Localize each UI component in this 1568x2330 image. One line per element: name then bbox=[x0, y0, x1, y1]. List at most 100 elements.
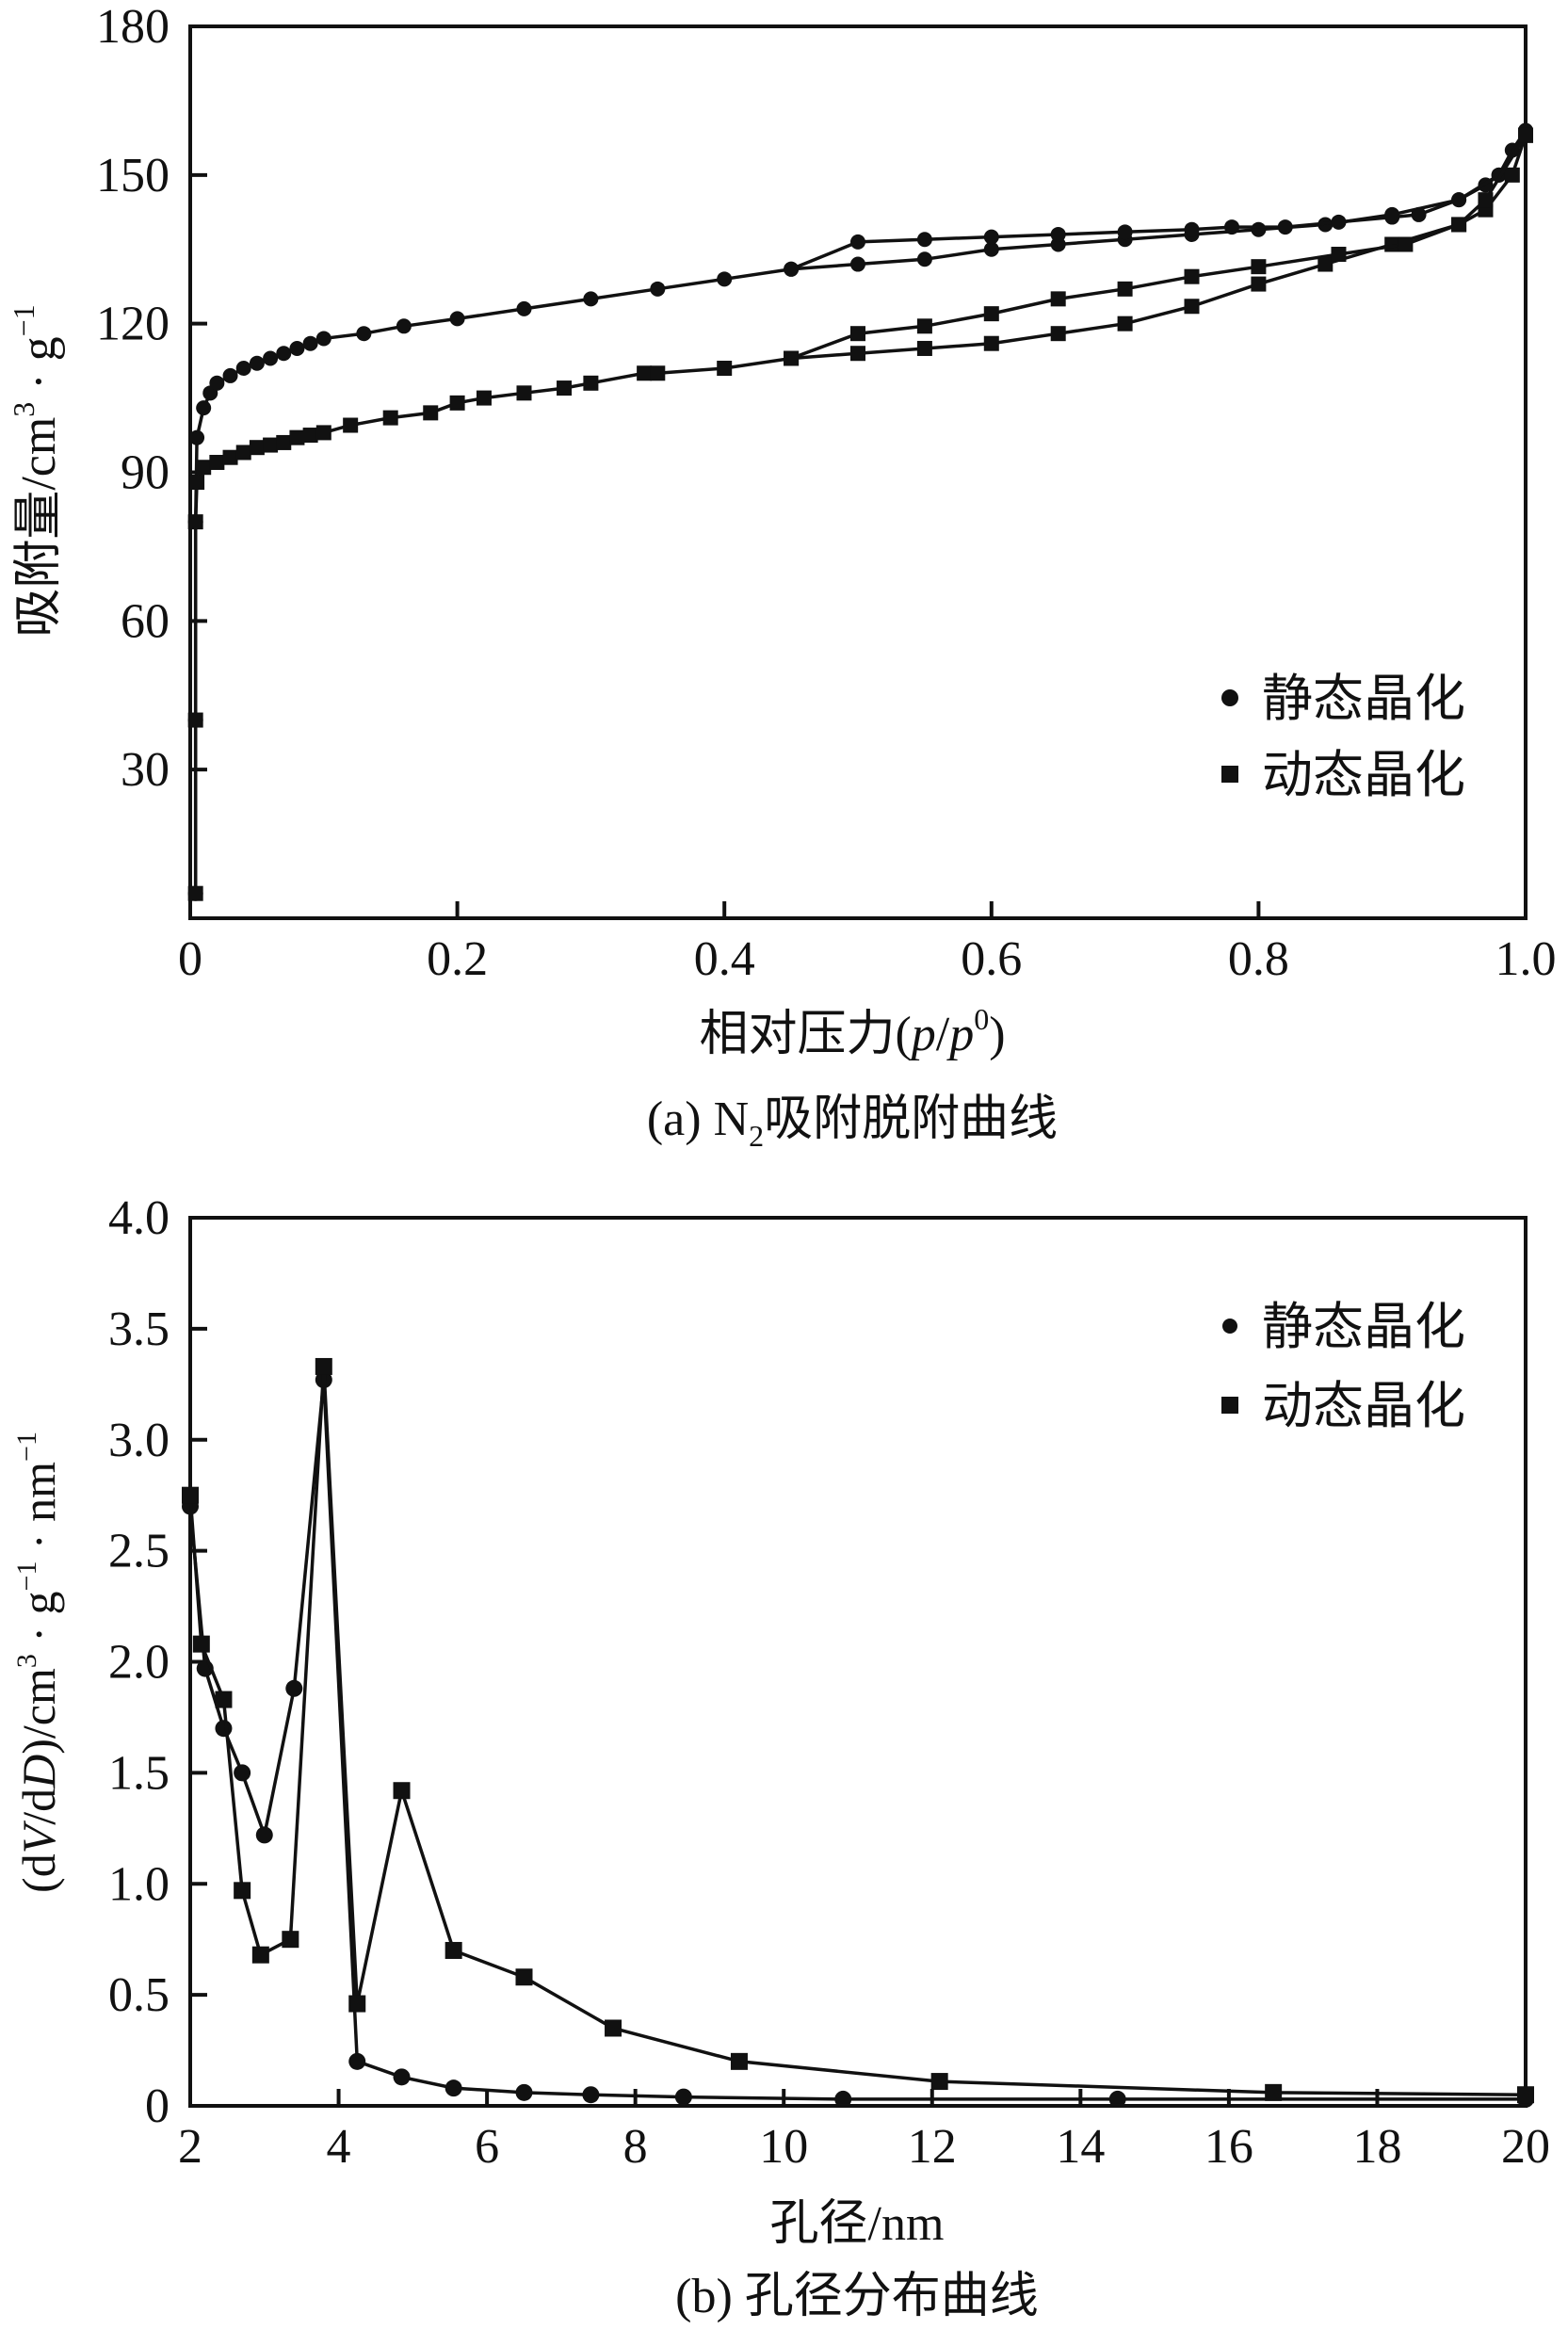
series-line-dynamic bbox=[188, 1366, 1527, 2096]
chart-b: 2 4 6 8 10 12 14 16 18 20 0 0.5 1.0 1.5 2.0 2.5 3.0 3.5 4.… bbox=[11, 1191, 1550, 2323]
data-point-static bbox=[983, 241, 999, 257]
x-tick-label: 16 bbox=[1204, 2120, 1253, 2174]
data-point-dynamic bbox=[382, 410, 398, 426]
data-point-dynamic bbox=[222, 449, 238, 465]
data-point-static bbox=[834, 2090, 852, 2108]
data-point-dynamic bbox=[249, 440, 265, 456]
data-point-dynamic bbox=[449, 395, 465, 411]
x-tick-label: 0 bbox=[178, 932, 202, 986]
data-point-dynamic bbox=[234, 1882, 251, 1900]
data-point-dynamic bbox=[1317, 256, 1334, 272]
y-tick-label: 180 bbox=[96, 0, 170, 54]
data-point-dynamic bbox=[1184, 268, 1200, 284]
data-point-dynamic bbox=[784, 350, 800, 366]
data-point-dynamic bbox=[557, 380, 573, 396]
series-b bbox=[182, 1357, 1534, 2108]
data-point-dynamic bbox=[583, 375, 599, 391]
data-point-static bbox=[263, 350, 279, 366]
data-point-dynamic bbox=[1050, 291, 1066, 307]
data-point-dynamic bbox=[1251, 276, 1267, 292]
series-line-dynamic bbox=[790, 134, 1528, 361]
data-point-static bbox=[196, 400, 212, 416]
legend-a: 静态晶化 动态晶化 bbox=[1221, 671, 1465, 803]
x-tick-label: 0.4 bbox=[694, 932, 755, 986]
caption-b: (b) 孔径分布曲线 bbox=[675, 2270, 1039, 2323]
data-point-static bbox=[1384, 209, 1400, 225]
x-axis-label-b: 孔径/nm bbox=[770, 2197, 945, 2251]
data-point-static bbox=[1050, 226, 1066, 242]
data-point-dynamic bbox=[343, 417, 359, 433]
data-point-dynamic bbox=[282, 1931, 299, 1949]
data-point-static bbox=[393, 2068, 411, 2086]
data-point-static bbox=[1411, 206, 1427, 222]
y-tick-label: 120 bbox=[96, 298, 170, 351]
data-point-static bbox=[1224, 219, 1240, 235]
legend-label-static: 静态晶化 bbox=[1262, 1299, 1465, 1355]
x-tick-label: 8 bbox=[623, 2120, 648, 2174]
chart-a: 0 0.2 0.4 0.6 0.8 1.0 30 60 90 120 150 180 相对压力(p/p… bbox=[7, 0, 1557, 1153]
y-axis-label-a: 吸附量/cm3 · g−1 bbox=[7, 304, 66, 637]
data-point-static bbox=[276, 346, 292, 362]
data-point-static bbox=[222, 367, 238, 383]
data-point-dynamic bbox=[423, 405, 439, 421]
data-point-dynamic bbox=[916, 340, 932, 356]
x-tick-label: 2 bbox=[178, 2120, 202, 2174]
y-tick-label: 30 bbox=[121, 743, 170, 797]
legend-marker-circle bbox=[1221, 689, 1238, 706]
y-tick-label: 1.5 bbox=[108, 1746, 170, 1800]
data-point-dynamic bbox=[1251, 259, 1267, 275]
data-point-static bbox=[445, 2079, 462, 2097]
x-tick-label: 0.2 bbox=[427, 932, 488, 986]
data-point-static bbox=[1331, 214, 1347, 230]
data-point-dynamic bbox=[235, 445, 251, 461]
data-point-static bbox=[983, 229, 999, 245]
data-point-static bbox=[449, 311, 465, 327]
data-point-static bbox=[717, 271, 733, 287]
data-point-dynamic bbox=[1117, 316, 1133, 332]
data-point-static bbox=[674, 2088, 692, 2106]
data-point-dynamic bbox=[182, 1486, 199, 1504]
data-point-dynamic bbox=[1504, 167, 1520, 183]
data-point-dynamic bbox=[850, 326, 865, 342]
data-point-dynamic bbox=[263, 437, 279, 453]
data-point-static bbox=[289, 340, 305, 356]
data-point-dynamic bbox=[515, 1968, 533, 1986]
data-point-dynamic bbox=[476, 390, 492, 406]
x-tick-label: 12 bbox=[908, 2120, 957, 2174]
data-point-static bbox=[249, 355, 265, 371]
x-tick-label: 4 bbox=[327, 2120, 351, 2174]
caption-a: (a) N2吸附脱附曲线 bbox=[647, 1092, 1058, 1153]
data-point-dynamic bbox=[348, 1995, 366, 2013]
data-point-static bbox=[234, 1764, 251, 1782]
data-point-dynamic bbox=[189, 475, 205, 491]
data-point-static bbox=[356, 326, 372, 342]
data-point-dynamic bbox=[1117, 281, 1133, 297]
legend-marker-square bbox=[1221, 766, 1238, 783]
data-point-dynamic bbox=[930, 2073, 948, 2091]
data-point-static bbox=[255, 1826, 273, 1844]
data-point-static bbox=[515, 2083, 533, 2101]
data-point-static bbox=[209, 375, 225, 391]
legend-label-static: 静态晶化 bbox=[1262, 671, 1465, 727]
x-tick-label: 1.0 bbox=[1495, 932, 1557, 986]
y-tick-label: 2.0 bbox=[108, 1636, 170, 1690]
data-point-dynamic bbox=[196, 460, 212, 476]
y-tick-label: 2.5 bbox=[108, 1525, 170, 1578]
data-point-static bbox=[235, 361, 251, 377]
data-point-static bbox=[1108, 2090, 1126, 2108]
data-point-dynamic bbox=[850, 346, 865, 362]
data-point-static bbox=[582, 2086, 600, 2104]
data-point-dynamic bbox=[445, 1941, 462, 1959]
axes-b: 2 4 6 8 10 12 14 16 18 20 0 0.5 1.0 1.5 2.0 2.5 3.0 3.5 4.… bbox=[108, 1191, 1550, 2174]
data-point-static bbox=[650, 281, 666, 297]
legend-marker-square bbox=[1221, 1397, 1238, 1414]
data-point-static bbox=[1451, 192, 1467, 208]
data-point-static bbox=[516, 300, 532, 316]
series-line-static bbox=[790, 129, 1528, 271]
data-point-dynamic bbox=[983, 335, 999, 351]
data-point-dynamic bbox=[1518, 127, 1533, 143]
y-tick-label: 3.0 bbox=[108, 1414, 170, 1467]
data-point-static bbox=[916, 232, 932, 248]
data-point-static bbox=[189, 429, 205, 445]
